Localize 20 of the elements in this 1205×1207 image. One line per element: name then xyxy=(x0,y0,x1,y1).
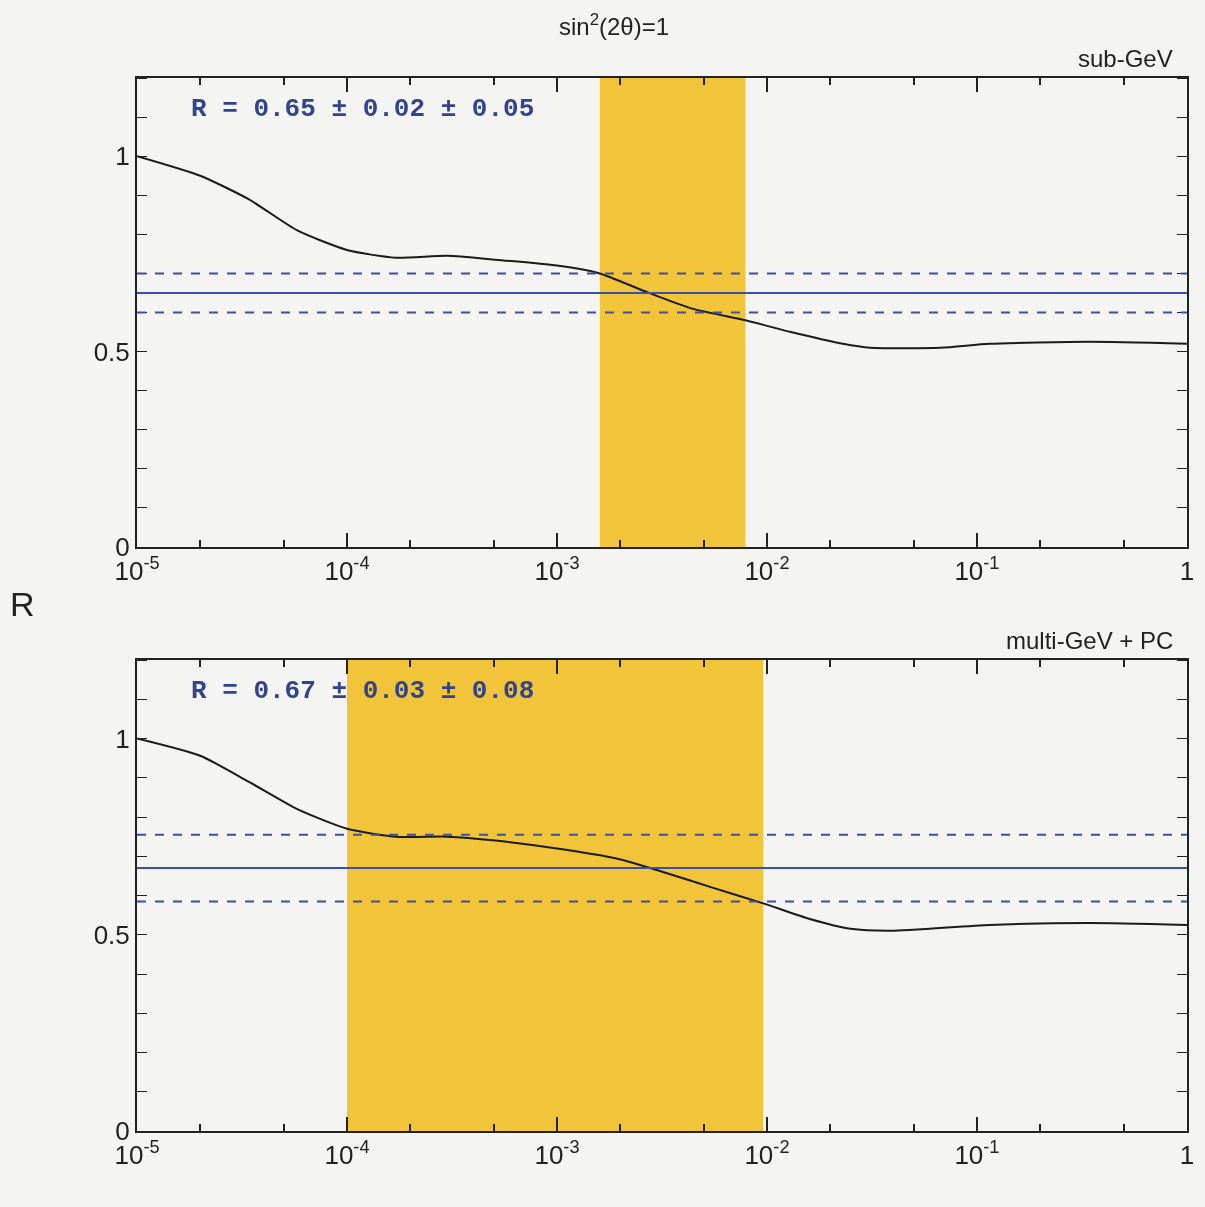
x-tick-label: 10$^{-1}$ xyxy=(954,553,1000,587)
chart-subtitle: sub-GeV xyxy=(1078,45,1173,72)
annotation: R = 0.67 ± 0.03 ± 0.08 xyxy=(191,676,535,706)
x-tick-label: 10$^{-4}$ xyxy=(324,553,370,587)
y-tick-label: 1 xyxy=(115,141,130,172)
y-tick-label: 1 xyxy=(115,723,130,754)
annotation: R = 0.65 ± 0.02 ± 0.05 xyxy=(191,94,535,124)
y-tick-label: 0.5 xyxy=(93,336,130,367)
y-axis-title: R xyxy=(10,585,35,623)
x-tick-label: 1 xyxy=(1179,556,1195,587)
chart-subtitle: multi-GeV + PC xyxy=(1006,627,1174,654)
y-tick-label: 0.5 xyxy=(93,919,130,950)
x-tick-label: 10$^{-2}$ xyxy=(744,553,790,587)
chart-title: sin$^{2}$(2θ)=1 xyxy=(559,10,670,41)
x-tick-label: 1 xyxy=(1179,1140,1195,1171)
x-tick-label: 10$^{-3}$ xyxy=(534,1137,580,1171)
x-tick-label: 10$^{-2}$ xyxy=(744,1137,790,1171)
x-tick-label: 10$^{-1}$ xyxy=(954,1137,1000,1171)
x-tick-label: 10$^{-3}$ xyxy=(534,553,580,587)
x-tick-label: 10$^{-4}$ xyxy=(324,1137,370,1171)
